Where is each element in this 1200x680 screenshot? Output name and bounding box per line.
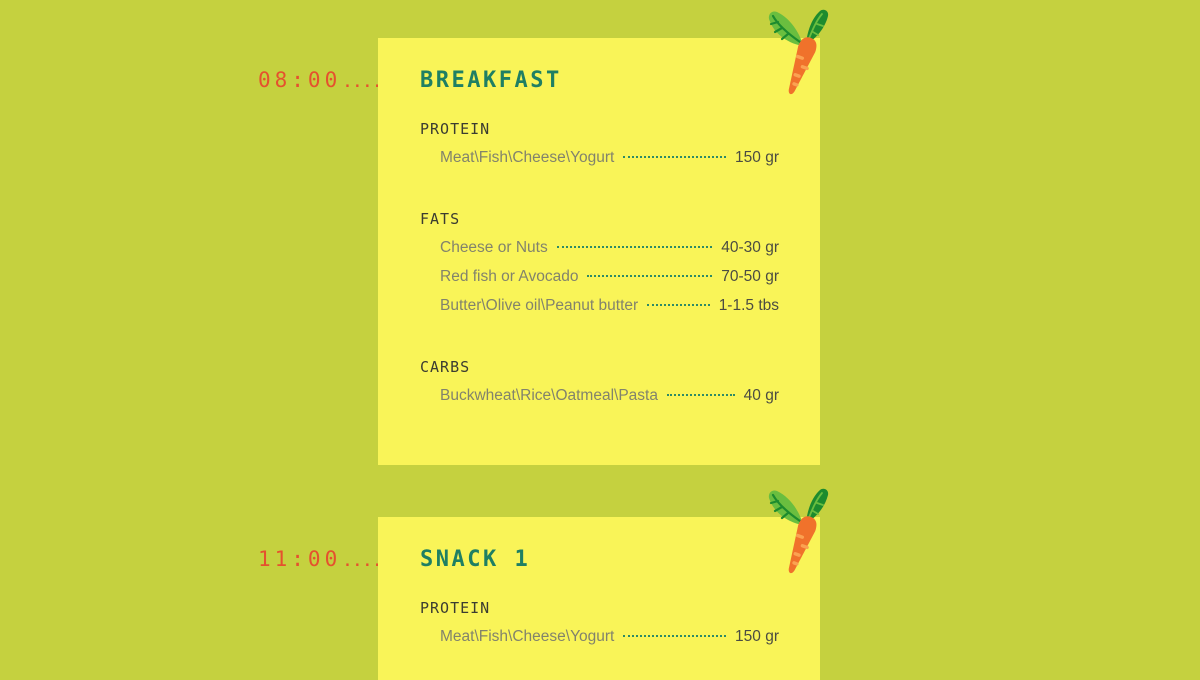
dotted-leader xyxy=(623,156,727,158)
meal-sections: PROTEIN Meat\Fish\Cheese\Yogurt 150 gr xyxy=(420,599,779,657)
meal-card: 08:00 ..... BREAKFAST PROTEIN Meat\Fish\… xyxy=(258,9,829,465)
nutrient-section: PROTEIN Meat\Fish\Cheese\Yogurt 150 gr xyxy=(420,599,779,657)
carrot-icon xyxy=(768,9,829,95)
nutrient-section: PROTEIN Meat\Fish\Cheese\Yogurt 150 gr xyxy=(420,120,779,178)
food-row: Cheese or Nuts 40-30 gr xyxy=(440,239,779,268)
section-header: PROTEIN xyxy=(420,599,491,617)
dotted-leader xyxy=(666,394,735,396)
dotted-leader xyxy=(587,275,713,277)
food-name: Cheese or Nuts xyxy=(440,239,548,256)
section-rows: Cheese or Nuts 40-30 gr Red fish or Avoc… xyxy=(420,239,779,326)
meal-time: 11:00 xyxy=(258,547,342,571)
food-name: Buckwheat\Rice\Oatmeal\Pasta xyxy=(440,387,658,404)
food-row: Meat\Fish\Cheese\Yogurt 150 gr xyxy=(440,628,779,657)
food-name: Red fish or Avocado xyxy=(440,268,579,285)
food-value: 1-1.5 tbs xyxy=(718,297,779,314)
section-rows: Meat\Fish\Cheese\Yogurt 150 gr xyxy=(420,149,779,178)
dotted-leader xyxy=(623,635,727,637)
time-dots: ..... xyxy=(343,75,379,91)
food-name: Butter\Olive oil\Peanut butter xyxy=(440,297,639,314)
food-value: 40 gr xyxy=(743,387,779,404)
nutrient-section: FATS Cheese or Nuts 40-30 gr Red fish or… xyxy=(420,210,779,326)
section-header: CARBS xyxy=(420,358,471,376)
meal-title: SNACK 1 xyxy=(420,547,531,572)
meal-sections: PROTEIN Meat\Fish\Cheese\Yogurt 150 gr F… xyxy=(420,120,779,416)
food-value: 150 gr xyxy=(735,149,779,166)
carrot-icon xyxy=(768,488,829,574)
meal-card: 11:00 ..... SNACK 1 PROTEIN Meat\Fish\Ch… xyxy=(258,488,829,680)
dotted-leader xyxy=(647,304,710,306)
section-header: PROTEIN xyxy=(420,120,491,138)
food-row: Red fish or Avocado 70-50 gr xyxy=(440,268,779,297)
meal-time: 08:00 xyxy=(258,68,342,92)
dotted-leader xyxy=(556,246,713,248)
food-name: Meat\Fish\Cheese\Yogurt xyxy=(440,149,615,166)
food-value: 150 gr xyxy=(735,628,779,645)
meal-time-row: 11:00 ..... xyxy=(258,547,379,571)
food-value: 40-30 gr xyxy=(721,239,779,256)
food-row: Meat\Fish\Cheese\Yogurt 150 gr xyxy=(440,149,779,178)
food-value: 70-50 gr xyxy=(721,268,779,285)
meal-note-card: SNACK 1 PROTEIN Meat\Fish\Cheese\Yogurt … xyxy=(378,488,829,680)
section-rows: Buckwheat\Rice\Oatmeal\Pasta 40 gr xyxy=(420,387,779,416)
time-dots: ..... xyxy=(343,554,379,570)
food-row: Butter\Olive oil\Peanut butter 1-1.5 tbs xyxy=(440,297,779,326)
food-row: Buckwheat\Rice\Oatmeal\Pasta 40 gr xyxy=(440,387,779,416)
section-header: FATS xyxy=(420,210,461,228)
meal-title: BREAKFAST xyxy=(420,68,562,93)
meal-note-card: BREAKFAST PROTEIN Meat\Fish\Cheese\Yogur… xyxy=(378,9,829,465)
food-name: Meat\Fish\Cheese\Yogurt xyxy=(440,628,615,645)
nutrient-section: CARBS Buckwheat\Rice\Oatmeal\Pasta 40 gr xyxy=(420,358,779,416)
section-rows: Meat\Fish\Cheese\Yogurt 150 gr xyxy=(420,628,779,657)
meal-time-row: 08:00 ..... xyxy=(258,68,379,92)
